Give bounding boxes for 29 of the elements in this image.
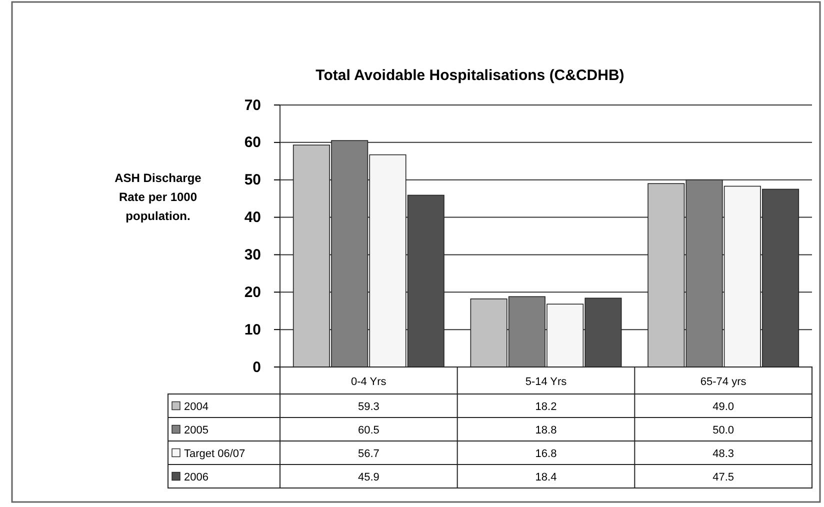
x-tick-label: 5-14 Yrs: [525, 376, 568, 388]
data-label: 59.3: [358, 400, 380, 413]
y-tick-label: 30: [244, 246, 261, 264]
legend-label: 2005: [184, 424, 208, 436]
y-tick-label: 50: [244, 172, 261, 189]
data-label: 45.9: [358, 471, 380, 484]
legend-label: 2004: [184, 400, 208, 413]
data-label: 49.0: [712, 400, 734, 413]
y-axis-title: ASH Discharge Rate per 1000 population.: [114, 171, 202, 223]
y-tick-label: 10: [244, 321, 261, 338]
data-label: 18.8: [535, 424, 557, 436]
data-label: 18.4: [535, 471, 557, 484]
x-tick-label: 65-74 yrs: [700, 376, 747, 388]
data-label: 50.0: [712, 424, 734, 436]
legend-label: 2006: [184, 471, 208, 484]
data-label: 18.2: [535, 400, 557, 413]
data-label: 16.8: [535, 448, 557, 460]
legend-label: Target 06/07: [184, 448, 246, 460]
chart-title: Total Avoidable Hospitalisations (C&CDHB): [316, 67, 624, 84]
x-tick-label: 0-4 Yrs: [351, 376, 387, 388]
data-label: 48.3: [712, 448, 734, 460]
data-label: 60.5: [358, 424, 380, 436]
y-tick-label: 20: [244, 284, 261, 301]
y-tick-label: 0: [252, 358, 261, 376]
y-tick-label: 40: [244, 209, 261, 226]
data-label: 47.5: [712, 471, 734, 484]
y-tick-label: 60: [244, 134, 261, 152]
y-tick-label: 70: [244, 96, 261, 114]
data-label: 56.7: [358, 448, 380, 460]
